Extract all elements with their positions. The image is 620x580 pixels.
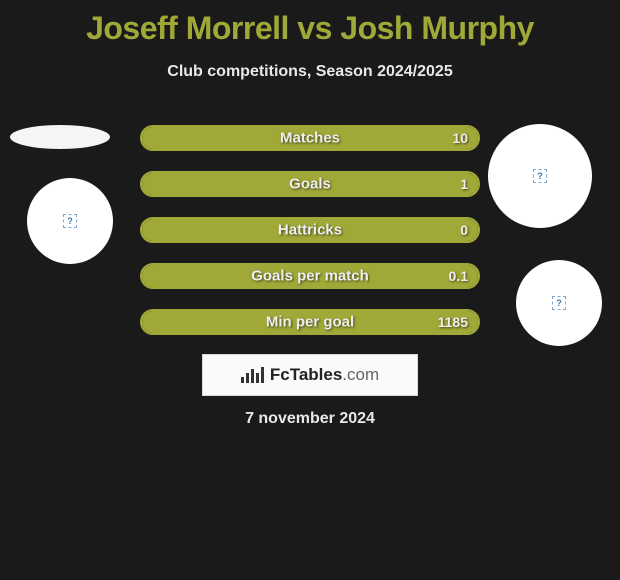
- stat-value-right: 10: [452, 130, 468, 146]
- stat-row: Hattricks 0: [140, 217, 480, 243]
- player-left-avatar: ?: [27, 178, 113, 264]
- stat-value-right: 0: [460, 222, 468, 238]
- stat-row: Goals 1: [140, 171, 480, 197]
- brand-suffix: .com: [342, 365, 379, 384]
- stat-value-right: 1185: [438, 314, 468, 330]
- stats-list: Matches 10 Goals 1 Hattricks 0 Goals per match…: [140, 125, 480, 355]
- image-placeholder-icon: ?: [552, 296, 566, 310]
- page-title: Joseff Morrell vs Josh Murphy: [0, 0, 620, 47]
- date-text: 7 november 2024: [0, 410, 620, 428]
- brand-text: FcTables.com: [270, 365, 379, 385]
- badge-right: ?: [516, 260, 602, 346]
- brand-bars-icon: [241, 367, 264, 383]
- image-placeholder-icon: ?: [63, 214, 77, 228]
- stat-label: Matches: [280, 130, 340, 147]
- stat-value-right: 0.1: [449, 268, 468, 284]
- stat-value-right: 1: [460, 176, 468, 192]
- image-placeholder-icon: ?: [533, 169, 547, 183]
- player-left-ellipse: [10, 125, 110, 149]
- brand-name: FcTables: [270, 365, 342, 384]
- brand-box[interactable]: FcTables.com: [202, 354, 418, 396]
- stat-row: Goals per match 0.1: [140, 263, 480, 289]
- stat-label: Min per goal: [266, 314, 354, 331]
- stat-row: Matches 10: [140, 125, 480, 151]
- stat-row: Min per goal 1185: [140, 309, 480, 335]
- subtitle: Club competitions, Season 2024/2025: [0, 63, 620, 81]
- player-right-avatar: ?: [488, 124, 592, 228]
- stat-label: Goals: [289, 176, 331, 193]
- stat-label: Goals per match: [251, 268, 369, 285]
- stat-label: Hattricks: [278, 222, 342, 239]
